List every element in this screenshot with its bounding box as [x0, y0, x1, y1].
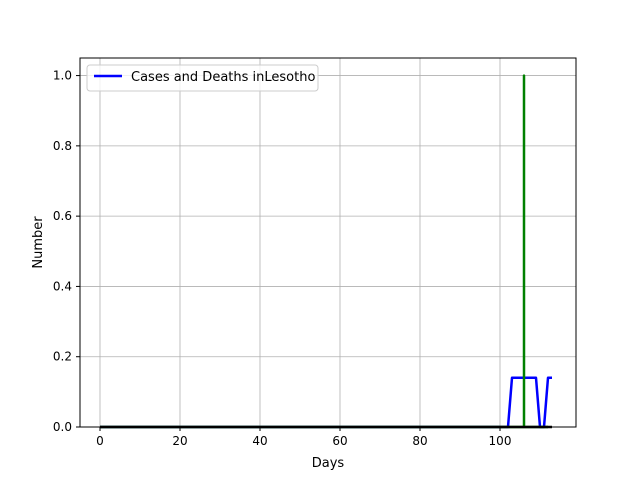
x-tick-label: 60 [332, 434, 347, 448]
x-axis-label: Days [312, 456, 345, 471]
x-tick-label: 0 [96, 434, 104, 448]
series-line-0 [100, 376, 552, 429]
x-tick-label: 100 [489, 434, 512, 448]
y-axis-label: Number [31, 216, 46, 269]
legend: Cases and Deaths inLesotho [86, 64, 319, 92]
grid [80, 58, 576, 428]
y-tick-label: 0.0 [53, 420, 72, 434]
y-tick-label: 0.4 [53, 279, 72, 293]
y-tick-label: 1.0 [53, 69, 72, 83]
x-tick-label: 20 [172, 434, 187, 448]
y-tick-label: 0.8 [53, 139, 72, 153]
series-line-1 [100, 74, 548, 429]
plot-frame [79, 57, 577, 428]
x-tick-label: 40 [252, 434, 267, 448]
y-tick-label: 0.6 [53, 209, 72, 223]
plot-series [100, 74, 552, 429]
y-tick-label: 0.2 [53, 350, 72, 364]
axis-ticks: 0 20 40 60 80 100 0.0 0.2 0.4 0.6 0.8 1.0 [53, 69, 512, 448]
x-tick-label: 80 [412, 434, 427, 448]
legend-entry-label: Cases and Deaths inLesotho [131, 70, 315, 85]
legend-box [86, 64, 319, 92]
